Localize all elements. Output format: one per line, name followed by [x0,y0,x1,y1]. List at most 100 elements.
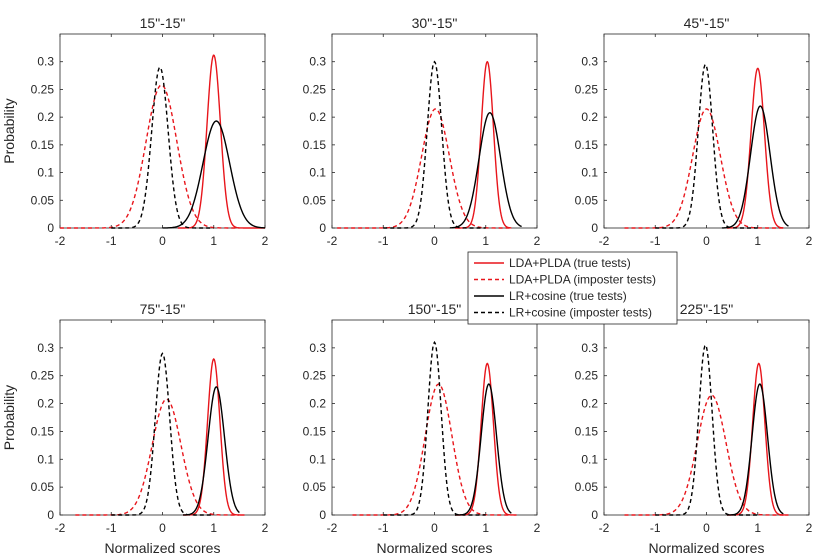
x-tick-label: 0 [159,521,166,535]
y-tick-label: 0.3 [581,55,598,69]
plot-area [331,33,538,229]
y-tick-label: 0.15 [303,424,327,438]
x-axis-label: Normalized scores [377,540,493,556]
y-tick-label: 0.2 [309,397,326,411]
x-tick-label: -2 [327,521,338,535]
y-tick-label: 0.25 [31,82,55,96]
plot-area [59,33,266,229]
x-tick-label: 1 [754,521,761,535]
x-tick-label: 1 [754,234,761,248]
series-line-4 [655,343,758,516]
y-tick-label: 0.3 [309,55,326,69]
y-tick-label: 0.2 [309,110,326,124]
legend-label: LDA+PLDA (true tests) [509,256,631,270]
subplot-3: -2 -1 0 1 2 0 0.05 0.1 0.15 0.2 0.25 0.3 45"-15" [575,15,813,248]
y-tick-label: 0.15 [31,424,55,438]
y-tick-label: 0.15 [303,138,327,152]
series-line-4 [111,352,214,516]
series-line-3 [721,105,789,229]
subplot-6: -2 -1 0 1 2 0 0.05 0.1 0.15 0.2 0.25 0.3 225"-15" Nor… [575,301,813,556]
x-tick-label: -2 [599,234,610,248]
x-tick-label: 1 [210,521,217,535]
y-tick-label: 0.15 [575,138,599,152]
y-tick-label: 0.3 [37,341,54,355]
y-tick-label: 0.05 [575,480,599,494]
x-tick-label: 1 [210,234,217,248]
x-tick-label: -2 [55,234,66,248]
y-tick-label: 0.1 [581,452,598,466]
y-tick-label: 0 [591,508,598,522]
series-line-3 [162,120,266,229]
y-axis-label: Probability [1,385,17,450]
y-tick-label: 0.1 [37,452,54,466]
x-tick-label: -1 [106,521,117,535]
x-tick-label: 2 [262,234,269,248]
subplot-2: -2 -1 0 1 2 0 0.05 0.1 0.15 0.2 0.25 0.3 30"-15" [303,15,541,248]
y-tick-label: 0.1 [309,452,326,466]
subplot-title: 150"-15" [408,301,462,317]
y-axis-label: Probability [1,98,17,163]
series-line-2 [75,398,240,516]
x-tick-label: 0 [703,234,710,248]
legend-label: LR+cosine (imposter tests) [509,306,652,320]
x-tick-label: 0 [159,234,166,248]
x-tick-label: -1 [650,234,661,248]
x-tick-label: 0 [431,234,438,248]
x-tick-label: -1 [106,234,117,248]
y-tick-label: 0.2 [581,110,598,124]
x-tick-label: 2 [806,521,813,535]
y-tick-label: 0.2 [37,397,54,411]
plot-area [59,319,266,516]
y-tick-label: 0.3 [309,341,326,355]
series-line-3 [455,383,512,516]
series-line-1 [177,54,265,229]
y-tick-label: 0.1 [309,166,326,180]
series-line-3 [449,111,522,229]
x-axis-label: Normalized scores [649,540,765,556]
y-tick-label: 0.15 [31,138,55,152]
x-axis-label: Normalized scores [105,540,221,556]
subplot-title: 15"-15" [140,15,186,31]
y-tick-label: 0 [47,508,54,522]
y-tick-label: 0.25 [575,369,599,383]
x-tick-label: 2 [262,521,269,535]
series-line-4 [655,63,758,229]
x-tick-label: -2 [327,234,338,248]
y-tick-label: 0 [591,221,598,235]
x-tick-label: 2 [534,234,541,248]
y-tick-label: 0.3 [37,55,54,69]
legend-label: LDA+PLDA (imposter tests) [509,273,656,287]
series-line-4 [383,340,486,516]
x-tick-label: 2 [534,521,541,535]
subplot-4: -2 -1 0 1 2 0 0.05 0.1 0.15 0.2 0.25 0.3 75"-15" Prob… [1,301,269,556]
subplot-1: -2 -1 0 1 2 0 0.05 0.1 0.15 0.2 0.25 0.3 15"-15" Prob… [1,15,269,248]
series-line-4 [111,66,214,229]
x-tick-label: 1 [482,234,489,248]
y-tick-label: 0.25 [31,369,55,383]
x-tick-label: -1 [378,234,389,248]
subplot-title: 30"-15" [412,15,458,31]
legend: LDA+PLDA (true tests) LDA+PLDA (imposter … [467,251,678,325]
x-tick-label: -1 [650,521,661,535]
y-tick-label: 0.3 [581,341,598,355]
x-tick-label: 0 [431,521,438,535]
y-tick-label: 0.2 [581,397,598,411]
legend-label: LR+cosine (true tests) [509,289,627,303]
series-line-3 [726,383,784,516]
x-tick-label: 1 [482,521,489,535]
y-tick-label: 0.15 [575,424,599,438]
subplot-title: 225"-15" [680,301,734,317]
x-tick-label: 2 [806,234,813,248]
x-tick-label: -2 [55,521,66,535]
y-tick-label: 0.1 [37,166,54,180]
series-line-3 [182,386,240,516]
y-tick-label: 0 [319,221,326,235]
y-tick-label: 0.1 [581,166,598,180]
subplot-title: 75"-15" [140,301,186,317]
y-tick-label: 0.05 [303,193,327,207]
series-line-2 [337,108,512,229]
y-tick-label: 0.25 [303,369,327,383]
y-tick-label: 0.05 [575,193,599,207]
plot-area [603,319,810,516]
